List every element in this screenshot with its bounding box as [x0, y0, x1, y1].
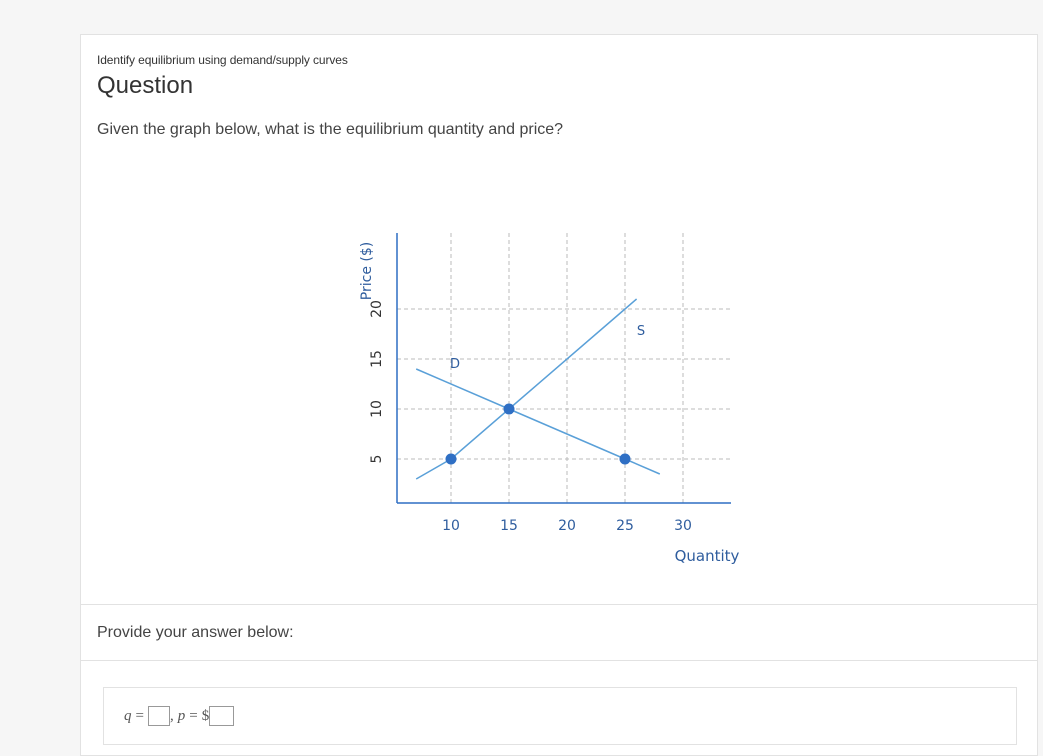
x-tick-label: 10: [442, 518, 460, 534]
supply-label: S: [637, 324, 645, 339]
data-point: [619, 453, 631, 465]
answer-expression: q = , p = $: [124, 706, 235, 726]
equals-sign: =: [189, 707, 198, 724]
quantity-input[interactable]: [147, 706, 170, 726]
section-divider: [81, 660, 1037, 661]
section-divider: [81, 604, 1037, 605]
question-card: Identify equilibrium using demand/supply…: [80, 34, 1038, 756]
x-tick-label: 30: [674, 518, 692, 534]
answer-box: q = , p = $: [103, 687, 1017, 745]
x-tick-label: 15: [500, 518, 518, 534]
q-variable: q: [124, 707, 132, 724]
p-variable: p: [177, 707, 186, 724]
data-point: [445, 453, 457, 465]
x-tick-label: 25: [616, 518, 634, 534]
y-tick-label: 15: [369, 350, 385, 368]
y-axis-title: Price ($): [359, 242, 375, 300]
demand-curve: [415, 368, 661, 475]
y-tick-label: 5: [369, 455, 385, 464]
currency-symbol: $: [201, 707, 210, 724]
x-tick-label: 20: [558, 518, 576, 534]
question-prompt: Given the graph below, what is the equil…: [97, 121, 564, 138]
equals-sign: =: [135, 707, 144, 724]
x-axis-title: Quantity: [675, 547, 740, 565]
question-subtitle: Identify equilibrium using demand/supply…: [97, 53, 348, 67]
data-point: [503, 403, 515, 415]
y-tick-label: 10: [369, 400, 385, 418]
comma-separator: ,: [169, 707, 174, 724]
y-tick-label: 20: [369, 300, 385, 318]
price-input[interactable]: [209, 706, 235, 726]
demand-label: D: [450, 357, 460, 372]
supply-curve: [415, 298, 638, 480]
question-heading: Question: [97, 72, 194, 99]
answer-label: Provide your answer below:: [97, 624, 294, 641]
